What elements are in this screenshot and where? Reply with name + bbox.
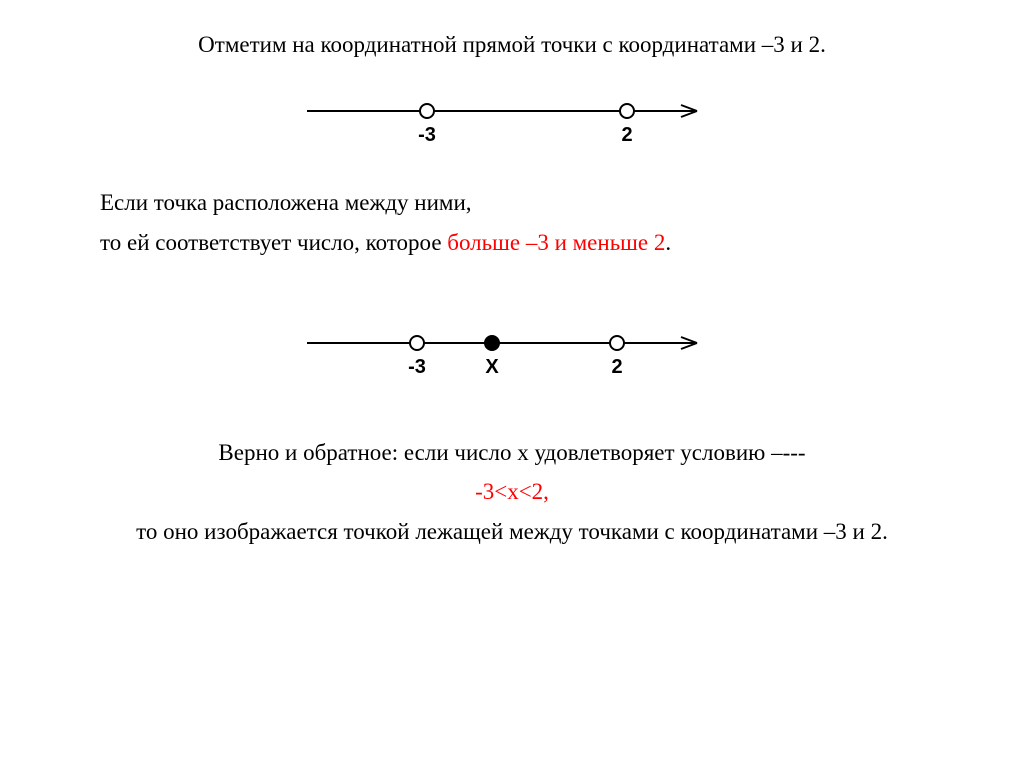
svg-text:2: 2 — [611, 356, 622, 378]
number-line-1: -3 2 — [297, 89, 727, 159]
paragraph-2-highlight: больше –3 и меньше 2 — [447, 230, 665, 255]
svg-text:2: 2 — [621, 124, 632, 146]
paragraph-5: то оно изображается точкой лежащей между… — [100, 514, 924, 550]
svg-text:-3: -3 — [418, 124, 436, 146]
paragraph-2: то ей соответствует число, которое больш… — [100, 225, 924, 261]
svg-text:-3: -3 — [408, 356, 426, 378]
paragraph-2c: . — [665, 230, 671, 255]
svg-text:X: X — [485, 356, 499, 378]
paragraph-1: Если точка расположена между ними, — [100, 185, 924, 221]
number-line-2-wrap: -3 X 2 — [100, 321, 924, 391]
number-line-1-wrap: -3 2 — [100, 89, 924, 159]
number-line-2: -3 X 2 — [297, 321, 727, 391]
paragraph-3: Верно и обратное: если число x удовлетво… — [100, 435, 924, 471]
inequality: -3<x<2, — [100, 474, 924, 510]
page-title: Отметим на координатной прямой точки с к… — [100, 28, 924, 61]
paragraph-2a: то ей соответствует число, которое — [100, 230, 447, 255]
